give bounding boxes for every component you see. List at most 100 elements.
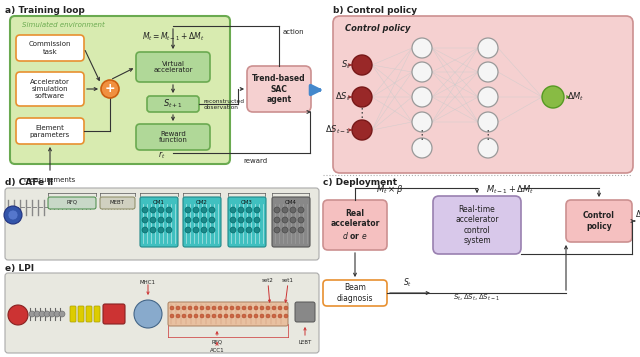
Text: $S_t$: $S_t$ (403, 277, 413, 289)
Text: Element
parameters: Element parameters (30, 125, 70, 137)
Text: ⋮: ⋮ (482, 129, 494, 141)
Text: e) LPI: e) LPI (5, 264, 34, 273)
FancyBboxPatch shape (272, 197, 310, 247)
Circle shape (54, 311, 60, 317)
Circle shape (272, 306, 276, 310)
Text: RFQ: RFQ (67, 200, 77, 205)
Circle shape (542, 86, 564, 108)
Circle shape (236, 314, 240, 318)
Circle shape (274, 217, 280, 223)
Circle shape (412, 62, 432, 82)
Circle shape (212, 314, 216, 318)
Circle shape (352, 55, 372, 75)
Text: $\Delta S_{t-1}$: $\Delta S_{t-1}$ (325, 124, 351, 136)
Circle shape (201, 207, 207, 213)
Circle shape (246, 207, 252, 213)
Text: CM2: CM2 (196, 200, 208, 205)
Circle shape (248, 314, 252, 318)
Text: +: + (105, 82, 115, 96)
Text: LEBT: LEBT (298, 340, 312, 345)
Circle shape (176, 306, 180, 310)
Circle shape (478, 87, 498, 107)
Circle shape (34, 311, 40, 317)
FancyBboxPatch shape (433, 196, 521, 254)
Circle shape (142, 207, 148, 213)
Circle shape (478, 112, 498, 132)
Text: $M_t \times \beta$: $M_t \times \beta$ (376, 183, 404, 196)
FancyBboxPatch shape (566, 200, 632, 242)
FancyBboxPatch shape (16, 118, 84, 144)
Text: b) Control policy: b) Control policy (333, 6, 417, 15)
Circle shape (142, 217, 148, 223)
Circle shape (254, 306, 258, 310)
Circle shape (201, 227, 207, 233)
Circle shape (4, 206, 22, 224)
Circle shape (282, 207, 288, 213)
Circle shape (150, 217, 156, 223)
FancyBboxPatch shape (136, 52, 210, 82)
Circle shape (272, 314, 276, 318)
Circle shape (478, 62, 498, 82)
Circle shape (49, 311, 55, 317)
Text: Real-time
accelerator
control
system: Real-time accelerator control system (455, 205, 499, 245)
Circle shape (274, 207, 280, 213)
Circle shape (8, 305, 28, 325)
Circle shape (224, 314, 228, 318)
FancyBboxPatch shape (323, 200, 387, 250)
Circle shape (254, 227, 260, 233)
FancyBboxPatch shape (183, 197, 221, 247)
Text: a) Training loop: a) Training loop (5, 6, 84, 15)
Circle shape (224, 306, 228, 310)
Text: set1: set1 (282, 278, 294, 283)
Text: Beam
diagnosis: Beam diagnosis (337, 283, 373, 303)
Circle shape (412, 38, 432, 58)
Text: reward: reward (243, 158, 267, 164)
Circle shape (150, 207, 156, 213)
Text: Control
policy: Control policy (583, 211, 615, 231)
Circle shape (254, 314, 258, 318)
Circle shape (282, 227, 288, 233)
FancyBboxPatch shape (103, 304, 125, 324)
Circle shape (209, 227, 215, 233)
Circle shape (206, 306, 210, 310)
Circle shape (206, 314, 210, 318)
Circle shape (260, 306, 264, 310)
Text: $\Delta M_t$: $\Delta M_t$ (635, 209, 640, 221)
Text: reconstructed
observation: reconstructed observation (204, 99, 245, 110)
Circle shape (182, 314, 186, 318)
Circle shape (218, 314, 222, 318)
Circle shape (142, 227, 148, 233)
Circle shape (352, 120, 372, 140)
Circle shape (412, 87, 432, 107)
Circle shape (412, 112, 432, 132)
Text: $\Delta M_t$: $\Delta M_t$ (567, 91, 584, 103)
Circle shape (412, 138, 432, 158)
Text: d) CAFe Ⅱ: d) CAFe Ⅱ (5, 178, 53, 187)
FancyBboxPatch shape (5, 188, 319, 260)
Circle shape (200, 314, 204, 318)
Text: CM1: CM1 (153, 200, 165, 205)
Circle shape (185, 227, 191, 233)
FancyBboxPatch shape (86, 306, 92, 322)
Text: action: action (283, 29, 305, 35)
Circle shape (290, 207, 296, 213)
Text: c) Deployment: c) Deployment (323, 178, 397, 187)
Circle shape (193, 227, 199, 233)
Circle shape (246, 227, 252, 233)
Text: MEBT: MEBT (109, 200, 124, 205)
Text: $M_t = M_{t-1} + \Delta M_t$: $M_t = M_{t-1} + \Delta M_t$ (141, 31, 204, 43)
Circle shape (242, 306, 246, 310)
Circle shape (166, 207, 172, 213)
Circle shape (236, 306, 240, 310)
Circle shape (212, 306, 216, 310)
Text: ⋮: ⋮ (356, 106, 368, 120)
Text: Commission
task: Commission task (29, 41, 71, 55)
Circle shape (274, 227, 280, 233)
FancyBboxPatch shape (168, 302, 288, 326)
Circle shape (193, 207, 199, 213)
Text: RFQ: RFQ (211, 340, 223, 345)
Circle shape (298, 207, 304, 213)
Circle shape (182, 306, 186, 310)
Circle shape (188, 306, 192, 310)
Text: Real
accelerator
$d$ or $e$: Real accelerator $d$ or $e$ (330, 209, 380, 241)
